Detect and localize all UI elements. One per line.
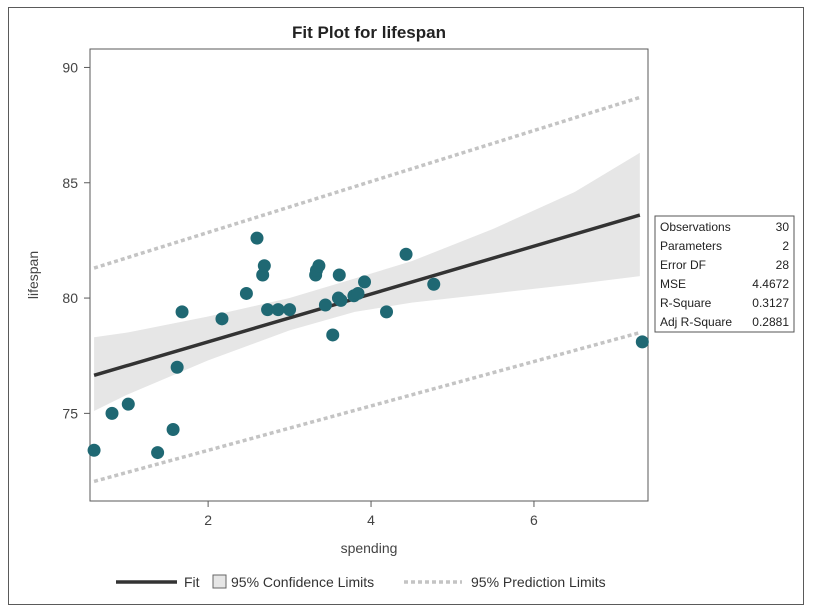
y-axis-label: lifespan	[25, 251, 41, 299]
data-point	[87, 443, 101, 457]
stat-value: 0.2881	[752, 315, 789, 329]
data-point	[334, 293, 348, 307]
data-point	[215, 312, 229, 326]
x-tick-label: 6	[530, 512, 538, 528]
y-tick-label: 80	[62, 290, 78, 306]
stat-value: 2	[782, 239, 789, 253]
data-point	[351, 286, 365, 300]
stat-label: Error DF	[660, 258, 706, 272]
y-tick-label: 75	[62, 405, 78, 421]
stat-label: MSE	[660, 277, 686, 291]
prediction-lower-line	[93, 330, 641, 484]
data-point	[105, 406, 119, 420]
legend-confidence-swatch	[212, 574, 227, 589]
y-tick-label: 85	[62, 175, 78, 191]
stat-label: R-Square	[660, 296, 712, 310]
data-point	[151, 446, 165, 460]
stat-label: Parameters	[660, 239, 722, 253]
prediction-limits-layer	[93, 95, 641, 484]
data-point	[257, 259, 271, 273]
data-point	[358, 275, 372, 289]
x-axis-label: spending	[341, 540, 398, 556]
stat-value: 4.4672	[752, 277, 789, 291]
data-point	[427, 277, 441, 291]
data-point	[635, 335, 649, 349]
legend-confidence-label: 95% Confidence Limits	[231, 574, 374, 590]
data-point	[318, 298, 332, 312]
legend-prediction-label: 95% Prediction Limits	[471, 574, 606, 590]
stat-value: 0.3127	[752, 296, 789, 310]
legend-fit-label: Fit	[184, 574, 200, 590]
stat-label: Adj R-Square	[660, 315, 732, 329]
data-point	[271, 303, 285, 317]
data-point	[121, 397, 135, 411]
plot-area	[87, 48, 649, 502]
fit-line-layer	[93, 213, 641, 377]
data-point	[175, 305, 189, 319]
data-point	[261, 303, 275, 317]
data-point	[399, 247, 413, 261]
stat-value: 30	[776, 220, 790, 234]
data-point	[312, 259, 326, 273]
x-tick-label: 2	[204, 512, 212, 528]
prediction-upper-line	[93, 95, 641, 270]
fit-line	[93, 213, 641, 377]
data-point	[380, 305, 394, 319]
fit-statistics-table: Observations 30 Parameters 2 Error DF 28 MSE 4.…	[654, 215, 795, 333]
y-tick-label: 90	[62, 59, 78, 75]
data-point	[326, 328, 340, 342]
legend: Fit 95% Confidence Limits 95% Prediction…	[116, 574, 606, 590]
data-points-layer	[87, 231, 649, 460]
stat-label: Observations	[660, 220, 731, 234]
axes: 2 4 6 75 80 85 90	[62, 59, 538, 528]
data-point	[283, 303, 297, 317]
data-point	[332, 268, 346, 282]
fit-statistics-border	[654, 215, 795, 333]
data-point	[166, 423, 180, 437]
data-point	[250, 231, 264, 245]
x-tick-label: 4	[367, 512, 375, 528]
data-point	[239, 286, 253, 300]
stat-value: 28	[776, 258, 790, 272]
data-point	[170, 360, 184, 374]
chart-title: Fit Plot for lifespan	[292, 23, 446, 42]
